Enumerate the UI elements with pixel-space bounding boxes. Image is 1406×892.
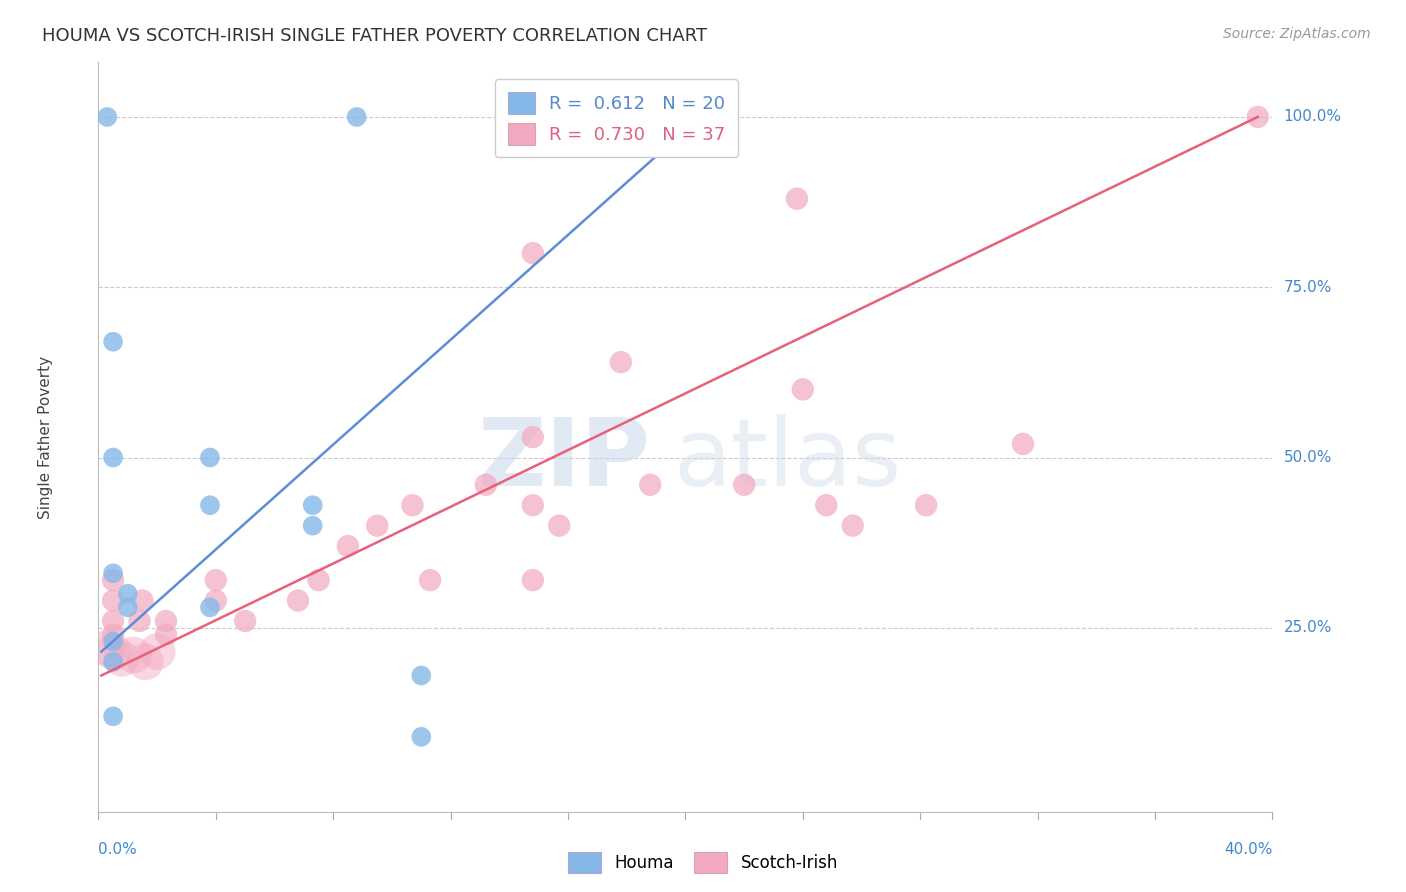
Point [146, 645, 169, 659]
Point [128, 614, 150, 628]
Point [1012, 437, 1035, 451]
Point [411, 668, 433, 682]
Point [522, 498, 544, 512]
Point [638, 477, 661, 491]
Point [111, 651, 134, 665]
Point [155, 627, 177, 641]
Point [308, 573, 330, 587]
Point [522, 573, 544, 587]
Point [155, 614, 177, 628]
Point [96, 110, 118, 124]
Point [101, 334, 124, 349]
Point [522, 246, 544, 260]
Point [205, 593, 228, 607]
Point [233, 614, 256, 628]
Point [101, 645, 124, 659]
Point [675, 110, 697, 124]
Text: atlas: atlas [673, 414, 901, 506]
Text: Source: ZipAtlas.com: Source: ZipAtlas.com [1223, 27, 1371, 41]
Point [101, 634, 124, 648]
Point [301, 498, 323, 512]
Point [571, 110, 593, 124]
Point [122, 648, 145, 662]
Point [117, 600, 139, 615]
Point [792, 383, 814, 397]
Point [841, 518, 863, 533]
Text: 25.0%: 25.0% [1284, 620, 1331, 635]
Text: 100.0%: 100.0% [1284, 110, 1341, 124]
Point [96, 641, 118, 656]
Point [134, 655, 156, 669]
Point [131, 593, 153, 607]
Text: ZIP: ZIP [477, 414, 650, 506]
Text: 40.0%: 40.0% [1225, 842, 1272, 857]
Point [645, 110, 668, 124]
Point [198, 498, 221, 512]
Point [198, 600, 221, 615]
Point [101, 614, 124, 628]
Text: HOUMA VS SCOTCH-IRISH SINGLE FATHER POVERTY CORRELATION CHART: HOUMA VS SCOTCH-IRISH SINGLE FATHER POVE… [42, 27, 707, 45]
Text: 50.0%: 50.0% [1284, 450, 1331, 465]
Point [915, 498, 938, 512]
Point [101, 573, 124, 587]
Point [346, 110, 368, 124]
Point [610, 110, 633, 124]
Point [401, 498, 423, 512]
Point [654, 110, 676, 124]
Point [101, 593, 124, 607]
Point [815, 498, 838, 512]
Point [1247, 110, 1270, 124]
Point [366, 518, 388, 533]
Point [101, 655, 124, 669]
Legend: Houma, Scotch-Irish: Houma, Scotch-Irish [561, 846, 845, 880]
Point [786, 192, 808, 206]
Text: 75.0%: 75.0% [1284, 280, 1331, 294]
Point [543, 110, 565, 124]
Point [600, 110, 623, 124]
Point [101, 450, 124, 465]
Point [475, 477, 498, 491]
Point [198, 450, 221, 465]
Point [733, 477, 755, 491]
Point [101, 627, 124, 641]
Point [101, 709, 124, 723]
Point [205, 573, 228, 587]
Point [548, 518, 571, 533]
Point [336, 539, 359, 553]
Text: Single Father Poverty: Single Father Poverty [38, 356, 53, 518]
Point [610, 355, 633, 369]
Point [117, 587, 139, 601]
Point [522, 430, 544, 444]
Point [411, 730, 433, 744]
Legend: R =  0.612   N = 20, R =  0.730   N = 37: R = 0.612 N = 20, R = 0.730 N = 37 [495, 79, 738, 157]
Point [301, 518, 323, 533]
Point [101, 566, 124, 581]
Point [287, 593, 309, 607]
Text: 0.0%: 0.0% [98, 842, 138, 857]
Point [419, 573, 441, 587]
